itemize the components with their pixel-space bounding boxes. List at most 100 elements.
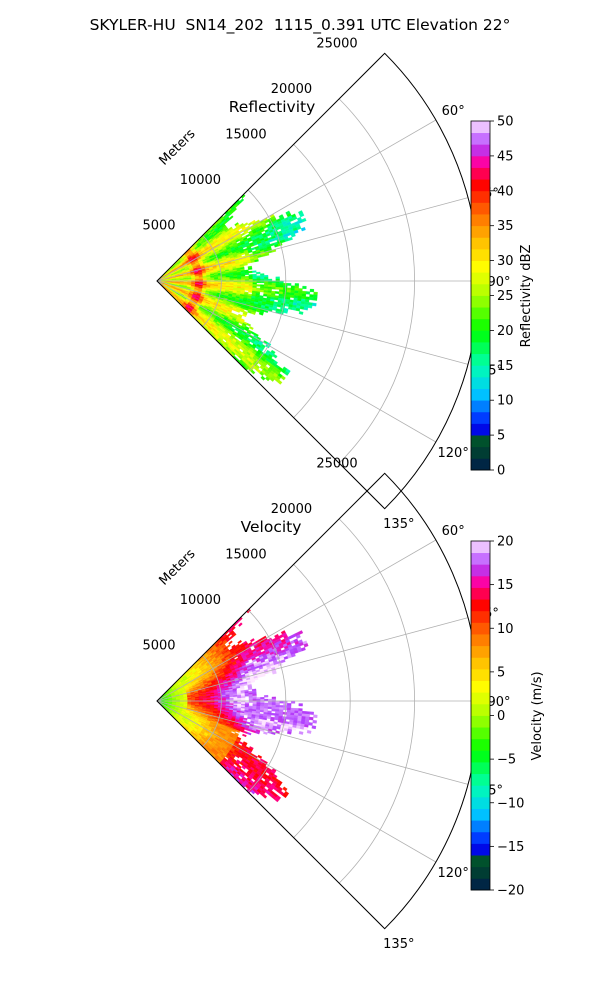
reflectivity-gate <box>251 247 256 251</box>
reflectivity-gate <box>298 311 304 315</box>
reflectivity-gate <box>246 322 252 327</box>
reflectivity-gate <box>263 293 268 297</box>
colorbar-segment <box>471 167 490 180</box>
reflectivity-gate <box>267 282 273 286</box>
colorbar-tick-label: 50 <box>497 115 514 130</box>
colorbar-tick-label: 10 <box>497 394 514 409</box>
reflectivity-gate <box>271 286 276 290</box>
colorbar-segment <box>471 202 490 215</box>
reflectivity-gate <box>244 277 250 280</box>
reflectivity-gate <box>312 297 318 301</box>
reflectivity-gate <box>294 283 299 287</box>
reflectivity-gate <box>286 287 292 291</box>
colorbar-tick-label: 25 <box>497 289 514 304</box>
range-tick-label: 10000 <box>180 173 221 188</box>
reflectivity-gate <box>275 291 280 294</box>
reflectivity-gate <box>301 217 307 223</box>
reflectivity-gate <box>305 291 311 295</box>
colorbar-segment <box>471 132 490 145</box>
reflectivity-title: Reflectivity <box>229 98 316 116</box>
colorbar-segment <box>471 121 490 134</box>
velocity-gate <box>229 698 234 700</box>
colorbar-segment <box>471 446 490 459</box>
reflectivity-gate <box>287 283 292 286</box>
colorbar-tick-label: 20 <box>497 324 514 339</box>
azimuth-spoke <box>156 119 437 282</box>
reflectivity-gate <box>290 285 296 289</box>
reflectivity-gate <box>271 284 276 288</box>
colorbar-tick-label: 40 <box>497 184 514 199</box>
range-tick-label: 20000 <box>271 82 312 97</box>
colorbar-segment <box>471 423 490 436</box>
reflectivity-gate <box>256 271 261 275</box>
range-tick-label: 5000 <box>142 218 175 233</box>
reflectivity-gate <box>260 275 265 278</box>
reflectivity-gate <box>259 289 265 293</box>
reflectivity-gate <box>247 267 253 270</box>
reflectivity-gate <box>294 285 299 289</box>
reflectivity-gate <box>290 287 295 291</box>
reflectivity-gate <box>252 270 257 273</box>
colorbar-segment <box>471 342 490 355</box>
reflectivity-gate <box>274 297 279 301</box>
colorbar-segment <box>471 458 490 471</box>
reflectivity-gate <box>264 276 269 280</box>
reflectivity-gate <box>299 306 305 310</box>
colorbar-segment <box>471 155 490 168</box>
colorbar-segment <box>471 144 490 157</box>
colorbar-tick-label: 35 <box>497 219 514 234</box>
velocity-gate <box>237 697 242 700</box>
reflectivity-gate <box>307 304 313 309</box>
reflectivity-gate <box>303 306 309 311</box>
colorbar-segment <box>471 318 490 331</box>
range-tick-label: 25000 <box>316 36 357 51</box>
colorbar-tick-label: 0 <box>497 464 505 479</box>
reflectivity-field <box>157 194 318 385</box>
reflectivity-gate <box>288 306 293 310</box>
colorbar-segment <box>471 411 490 424</box>
azimuth-tick-label: 90° <box>487 275 510 290</box>
reflectivity-gate <box>256 277 261 280</box>
colorbar-tick-label: 5 <box>497 429 505 444</box>
velocity-field <box>157 608 318 803</box>
colorbar-segment <box>471 237 490 250</box>
reflectivity-gate <box>239 198 245 203</box>
reflectivity-gate <box>271 282 276 286</box>
reflectivity-gate <box>244 272 249 276</box>
colorbar-segment <box>471 214 490 227</box>
reflectivity-gate <box>243 222 249 227</box>
colorbar-segment <box>471 353 490 366</box>
azimuth-tick-label: 135° <box>383 517 414 532</box>
reflectivity-colorbar-label: Reflectivity dBZ <box>519 245 534 348</box>
reflectivity-gate <box>264 282 269 286</box>
reflectivity-azimuth-labels: 60°75°90°105°120°135° <box>383 104 510 532</box>
reflectivity-gate <box>290 294 295 298</box>
reflectivity-gate <box>291 307 297 311</box>
reflectivity-gate <box>260 375 266 381</box>
colorbar-segment <box>471 388 490 401</box>
reflectivity-gate <box>233 278 238 280</box>
reflectivity-gate <box>229 215 234 220</box>
colorbar-segment <box>471 435 490 448</box>
figure-title: SKYLER-HU SN14_202 1115_0.391 UTC Elevat… <box>89 16 511 34</box>
reflectivity-gate <box>256 284 261 287</box>
colorbar-segment <box>471 365 490 378</box>
reflectivity-gate <box>252 282 257 285</box>
reflectivity-gate <box>309 296 314 301</box>
colorbar-segment <box>471 307 490 320</box>
reflectivity-gate <box>295 307 301 312</box>
reflectivity-gate <box>252 275 257 278</box>
reflectivity-gate <box>309 288 315 293</box>
reflectivity-gate <box>248 270 253 274</box>
colorbar-segment <box>471 283 490 296</box>
velocity-gate <box>241 697 246 700</box>
reflectivity-gate <box>302 285 307 289</box>
reflectivity-gate <box>241 277 246 280</box>
velocity-gate <box>233 698 238 700</box>
reflectivity-gate <box>294 288 299 292</box>
